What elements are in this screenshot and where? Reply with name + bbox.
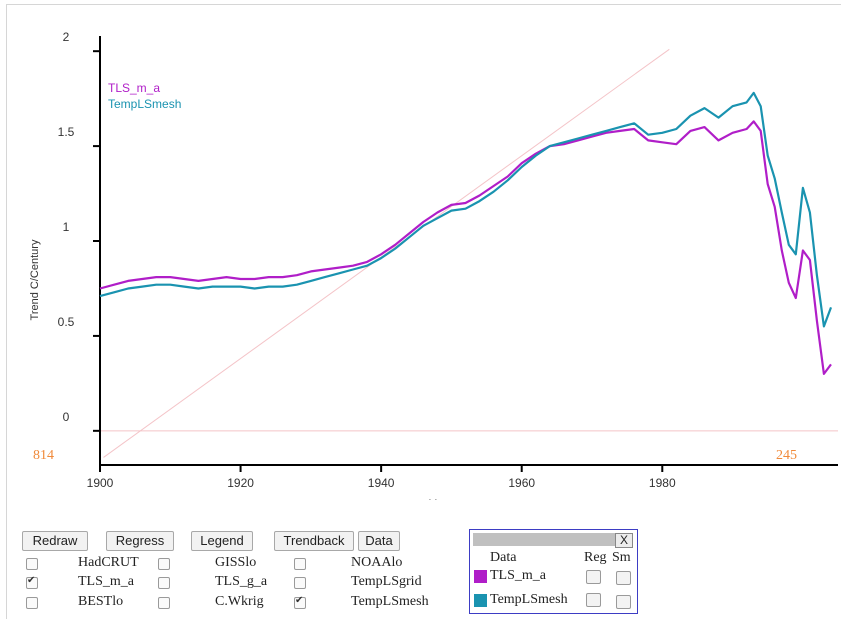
y-tick-label: 1.5 — [58, 125, 75, 139]
checkbox-noaalo[interactable] — [294, 558, 306, 570]
x-tick-label: 1920 — [227, 476, 254, 490]
checkbox-label-gisslo: GISSlo — [215, 555, 257, 570]
legend-button[interactable]: Legend — [191, 531, 253, 551]
checkbox-tls-m-a[interactable] — [26, 575, 38, 589]
legend-entry-tls-m-a: TLS_m_a — [108, 81, 160, 95]
y-tick-label: 1 — [63, 220, 70, 234]
data-panel: X Data Reg Sm TLS_m_a TempLSmesh — [469, 529, 638, 614]
series-line-tls-m-a — [99, 120, 832, 375]
data-panel-swatch-tls-m-a — [474, 570, 487, 583]
checkbox-label-noaalo: NOAAlo — [351, 555, 403, 570]
corner-label-left: 814 — [33, 448, 54, 463]
checkbox-label-templsgrid: TempLSgrid — [351, 574, 422, 589]
x-tick-label: 1980 — [649, 476, 676, 490]
checkbox-label-c-wkrig: C.Wkrig — [215, 594, 264, 609]
x-tick-label: 1940 — [368, 476, 395, 490]
checkbox-label-hadcrut: HadCRUT — [78, 555, 139, 570]
regress-button[interactable]: Regress — [106, 531, 174, 551]
corner-label-right: 245 — [776, 448, 797, 463]
y-axis-label: Trend C/Century — [29, 239, 41, 320]
data-button[interactable]: Data — [358, 531, 400, 551]
data-panel-row-tls-m-a: TLS_m_a — [490, 568, 546, 583]
trendback-button[interactable]: Trendback — [274, 531, 354, 551]
checkbox-hadcrut[interactable] — [26, 558, 38, 570]
y-tick-label: 2 — [63, 30, 70, 44]
x-tick-label: 1960 — [508, 476, 535, 490]
checkbox-bestlo[interactable] — [26, 597, 38, 609]
data-panel-header-reg: Reg — [584, 550, 607, 565]
data-panel-titlebar[interactable] — [473, 533, 633, 546]
checkbox-label-tls-m-a: TLS_m_a — [78, 574, 134, 589]
checkbox-gisslo[interactable] — [158, 558, 170, 570]
x-tick-label: 1900 — [87, 476, 114, 490]
data-panel-close-button[interactable]: X — [615, 533, 633, 548]
checkbox-label-templsmesh: TempLSmesh — [351, 594, 429, 609]
data-panel-sm-checkbox-tls-m-a[interactable] — [616, 571, 631, 585]
series-line-templsmesh — [99, 91, 833, 328]
data-panel-header-data: Data — [490, 550, 517, 565]
data-panel-reg-checkbox-templsmesh[interactable] — [586, 593, 601, 607]
trend-chart: 0 0.5 1 1.5 2 1900 1920 1940 1960 1980 Year Trend C… — [29, 30, 838, 500]
data-panel-row-templsmesh: TempLSmesh — [490, 592, 568, 607]
data-panel-reg-checkbox-tls-m-a[interactable] — [586, 570, 601, 584]
data-panel-header-sm: Sm — [612, 550, 631, 565]
checkbox-templsmesh[interactable] — [294, 595, 306, 609]
x-axis-label: Year — [429, 497, 453, 500]
checkbox-templsgrid[interactable] — [294, 577, 306, 589]
frame-outline — [6, 4, 841, 619]
legend-entry-templsmesh: TempLSmesh — [108, 97, 181, 111]
y-tick-label: 0 — [63, 410, 70, 424]
data-panel-swatch-templsmesh — [474, 594, 487, 607]
checkbox-tls-g-a[interactable] — [158, 577, 170, 589]
data-panel-sm-checkbox-templsmesh[interactable] — [616, 595, 631, 609]
checkbox-label-tls-g-a: TLS_g_a — [215, 574, 268, 589]
redraw-button[interactable]: Redraw — [22, 531, 88, 551]
checkbox-label-bestlo: BESTlo — [78, 594, 124, 609]
y-tick-label: 0.5 — [58, 315, 75, 329]
checkbox-c-wkrig[interactable] — [158, 597, 170, 609]
